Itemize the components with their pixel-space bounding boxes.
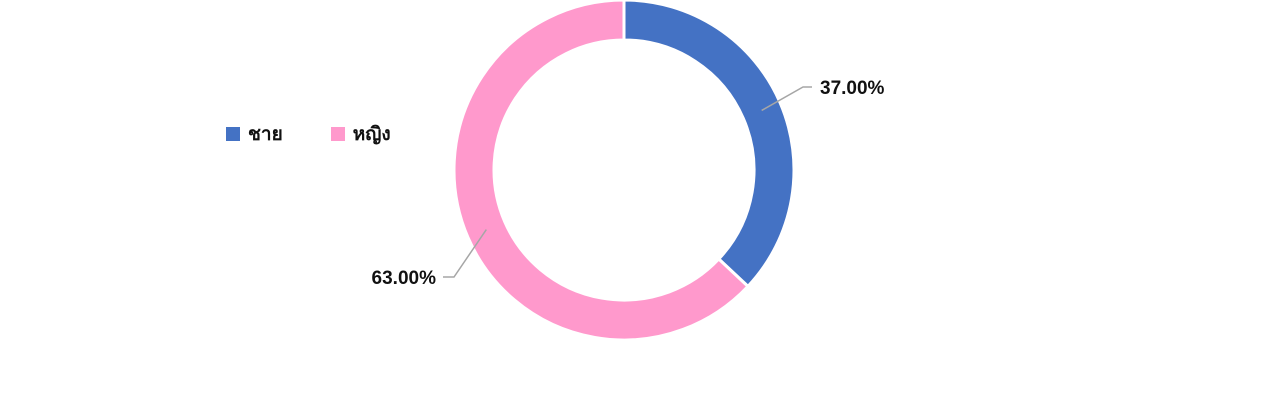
legend-item-female[interactable]: หญิง (330, 119, 391, 149)
slice-female[interactable] (452, 0, 751, 342)
data-label-male: 37.00% (820, 78, 885, 99)
legend: ชาย หญิง (226, 119, 391, 149)
slice-male[interactable] (622, 0, 796, 289)
legend-item-male[interactable]: ชาย (226, 119, 283, 149)
legend-label-male: ชาย (248, 123, 283, 145)
legend-swatch-male (226, 127, 240, 141)
legend-swatch-female (330, 127, 345, 141)
data-label-female: 63.00% (372, 268, 437, 289)
leader-line-male (761, 86, 812, 112)
leader-line-female (443, 229, 487, 278)
legend-label-female: หญิง (352, 123, 391, 145)
